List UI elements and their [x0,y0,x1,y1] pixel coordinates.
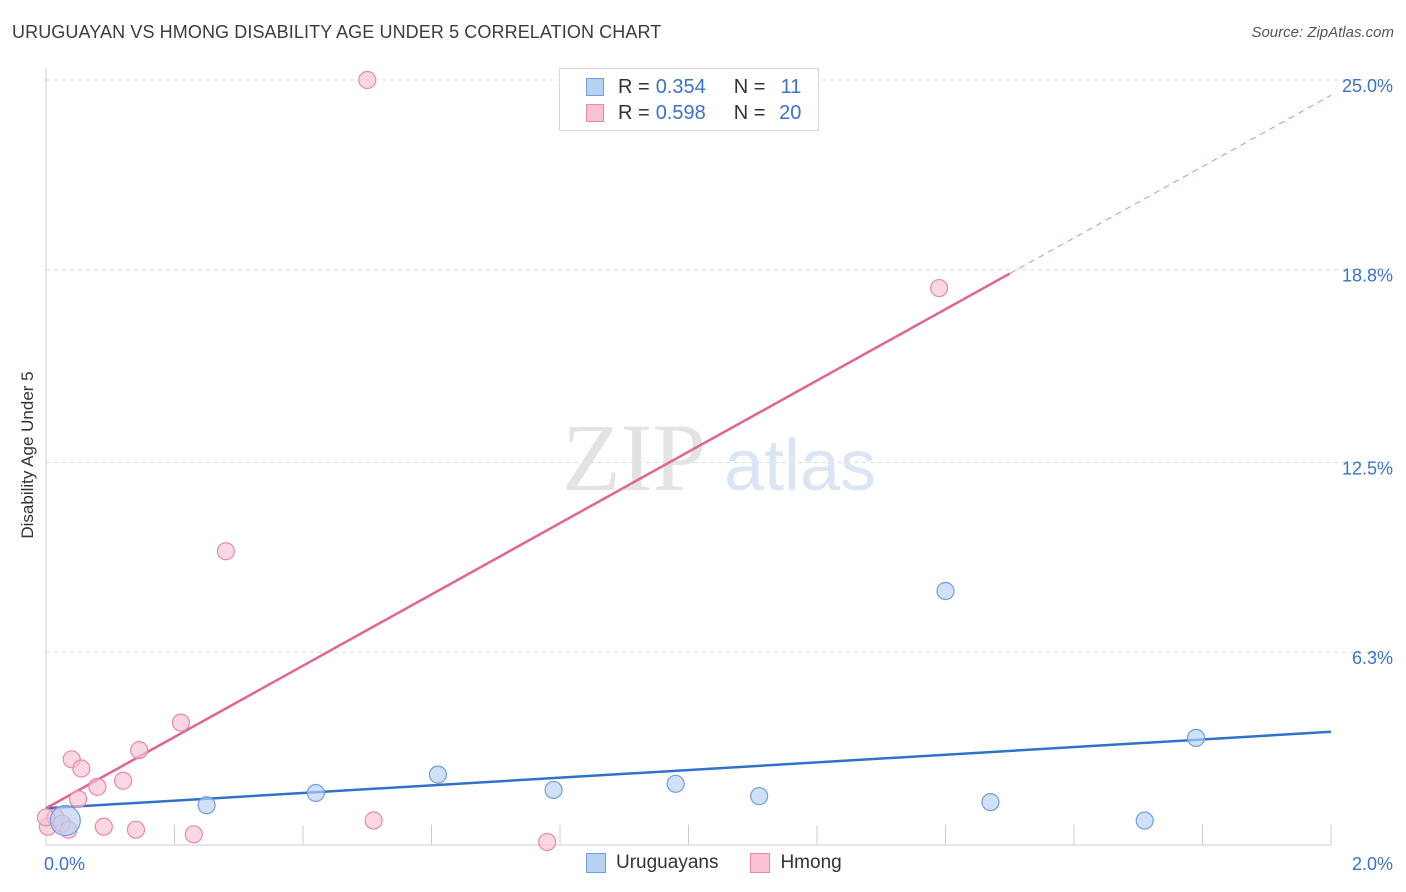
chart-title: URUGUAYAN VS HMONG DISABILITY AGE UNDER … [12,22,662,42]
series-legend-label: Hmong [780,852,842,873]
point-uruguayans [936,581,955,601]
point-hmong [171,713,191,732]
legend-swatch-hmong [586,104,604,122]
point-hmong [130,741,149,760]
legend-n-value: 11 [780,75,802,98]
point-uruguayans [1135,811,1154,830]
point-hmong [184,825,203,844]
watermark-atlas: atlas [724,426,876,506]
point-hmong [216,542,235,561]
point-uruguayans [197,796,216,815]
trend-line-extension-hmong [1009,94,1332,274]
series-legend-hmong[interactable]: Hmong [750,852,842,874]
point-hmong [126,820,146,839]
y-tick-label: 25.0% [1342,76,1393,96]
point-hmong [364,811,383,830]
series-legend-label: Uruguayans [616,852,719,873]
series-legend-swatch-hmong [750,853,771,873]
legend-r-label: R = [618,75,650,98]
point-uruguayans [49,804,81,837]
point-hmong [113,771,133,790]
point-uruguayans [981,793,1000,812]
point-uruguayans [544,780,563,800]
point-hmong [538,832,557,852]
legend-swatch-uruguayans [586,78,604,96]
point-uruguayans [306,783,325,803]
grid-layer [46,79,1391,653]
point-hmong [94,817,113,836]
legend-row-uruguayans: R = 0.354 N = 11 [586,75,801,99]
point-hmong [358,70,377,90]
point-hmong [72,759,91,778]
series-legend-swatch-uruguayans [586,853,606,873]
point-uruguayans [750,786,769,806]
point-hmong [69,789,88,809]
point-uruguayans [1186,728,1206,748]
x-tick-label: 2.0% [1352,854,1393,874]
watermark-zip: ZIP [562,404,706,511]
chart-source: Source: ZipAtlas.com [1251,24,1394,41]
x-tick-label: 0.0% [44,854,85,874]
point-uruguayans [428,765,448,784]
legend-r-value: 0.354 [655,75,706,98]
point-uruguayans [666,774,685,793]
points-layer [36,70,1206,852]
y-tick-label: 12.5% [1342,459,1393,479]
point-hmong [929,278,949,298]
legend-n-value: 20 [779,101,802,124]
legend-n-label: N = [733,101,766,124]
legend-r-value: 0.598 [655,101,706,124]
y-tick-label: 18.8% [1342,266,1393,286]
series-legend: Uruguayans Hmong [586,852,874,874]
legend-row-hmong: R = 0.598 N = 20 [586,101,801,125]
trend-line-hmong [45,272,1011,810]
y-axis-label: Disability Age Under 5 [18,371,37,539]
legend-r-label: R = [618,101,650,124]
point-hmong [88,777,107,796]
trend-layer [45,94,1332,810]
y-tick-label: 6.3% [1352,648,1393,668]
watermark: ZIP atlas [562,404,876,511]
axis-layer [45,68,1332,846]
trend-line-uruguayans [45,730,1332,810]
tick-label-layer: 6.3% 12.5% 18.8% 25.0% 0.0% 2.0% [44,76,1393,874]
legend-n-label: N = [733,75,766,98]
series-legend-uruguayans[interactable]: Uruguayans [586,852,718,874]
stats-legend: R = 0.354 N = 11 R = 0.598 N = 20 [559,68,819,131]
